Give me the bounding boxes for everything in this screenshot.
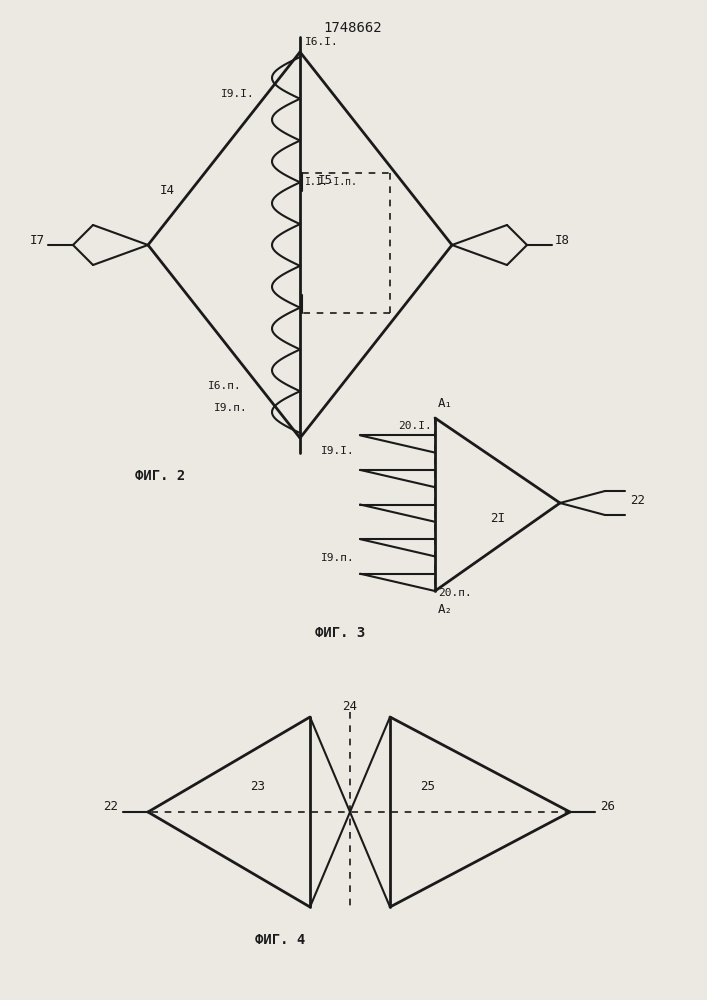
Text: I.I.-I.п.: I.I.-I.п. [305, 177, 358, 187]
Text: 20.п.: 20.п. [438, 588, 472, 598]
Text: ФИГ. 3: ФИГ. 3 [315, 626, 365, 640]
Text: 20.I.: 20.I. [398, 421, 432, 431]
Text: 22: 22 [103, 800, 118, 814]
Text: ФИГ. 2: ФИГ. 2 [135, 469, 185, 483]
Text: 24: 24 [342, 700, 358, 713]
Text: I5: I5 [318, 174, 333, 186]
Text: I9.п.: I9.п. [321, 553, 355, 563]
Text: I6.п.: I6.п. [209, 381, 242, 391]
Text: I7: I7 [30, 234, 45, 247]
Text: 25: 25 [421, 780, 436, 794]
Text: I9.I.: I9.I. [221, 89, 255, 99]
Text: ФИГ. 4: ФИГ. 4 [255, 933, 305, 947]
Text: A₁: A₁ [438, 397, 453, 410]
Text: I8: I8 [555, 234, 570, 247]
Text: 22: 22 [630, 494, 645, 508]
Text: A₂: A₂ [438, 603, 453, 616]
Text: 1748662: 1748662 [324, 21, 382, 35]
Text: 26: 26 [600, 800, 615, 814]
Text: I4: I4 [160, 184, 175, 196]
Text: I9.I.: I9.I. [321, 446, 355, 456]
Text: I9.п.: I9.п. [214, 403, 248, 413]
Text: I6.I.: I6.I. [305, 37, 339, 47]
Text: 2I: 2I [490, 512, 505, 524]
Text: 23: 23 [250, 780, 266, 794]
